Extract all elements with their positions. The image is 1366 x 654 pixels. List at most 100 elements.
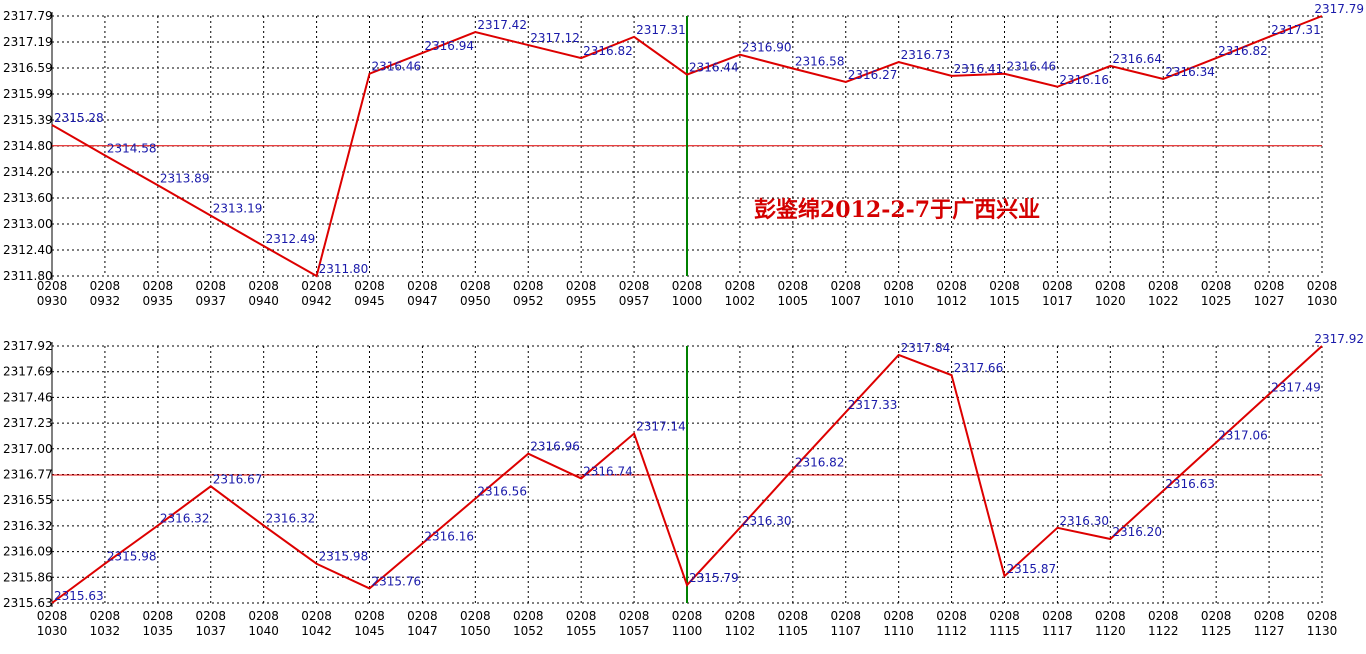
x-tick-date-label: 0208: [936, 609, 967, 623]
data-point-label: 2316.41: [954, 62, 1004, 76]
y-tick-label: 2317.79: [3, 9, 53, 23]
x-tick-date-label: 0208: [619, 279, 650, 293]
data-point-label: 2315.28: [54, 111, 104, 125]
x-tick-time-label: 1042: [301, 624, 332, 638]
x-tick-date-label: 0208: [90, 279, 121, 293]
y-tick-label: 2315.86: [3, 570, 53, 584]
x-tick-time-label: 0950: [460, 294, 491, 308]
x-tick-date-label: 0208: [1148, 279, 1179, 293]
author-watermark: 彭鉴绵2012-2-7于广西兴业: [754, 197, 1040, 223]
data-point-label: 2316.90: [742, 41, 792, 55]
x-tick-time-label: 1012: [936, 294, 967, 308]
data-point-label: 2316.32: [160, 512, 210, 526]
x-tick-time-label: 0937: [195, 294, 226, 308]
y-tick-label: 2311.80: [3, 269, 53, 283]
x-tick-date-label: 0208: [248, 609, 279, 623]
y-tick-label: 2316.77: [3, 468, 53, 482]
x-tick-time-label: 0930: [37, 294, 68, 308]
x-tick-time-label: 1055: [566, 624, 597, 638]
x-tick-date-label: 0208: [566, 279, 597, 293]
data-point-label: 2316.30: [1059, 514, 1109, 528]
y-tick-label: 2314.80: [3, 139, 53, 153]
x-tick-date-label: 0208: [301, 279, 332, 293]
x-tick-time-label: 1045: [354, 624, 385, 638]
data-point-label: 2316.94: [424, 39, 474, 53]
x-tick-date-label: 0208: [37, 609, 68, 623]
x-tick-date-label: 0208: [1042, 609, 1073, 623]
data-point-label: 2317.33: [848, 398, 898, 412]
x-tick-time-label: 0935: [143, 294, 174, 308]
y-tick-label: 2317.19: [3, 35, 53, 49]
x-tick-date-label: 0208: [830, 609, 861, 623]
data-point-label: 2316.67: [213, 472, 263, 486]
x-tick-time-label: 1107: [830, 624, 861, 638]
x-tick-date-label: 0208: [354, 609, 385, 623]
data-point-label: 2317.92: [1314, 332, 1364, 346]
x-tick-date-label: 0208: [672, 279, 703, 293]
x-tick-time-label: 0932: [90, 294, 121, 308]
x-tick-time-label: 1115: [989, 624, 1020, 638]
y-tick-label: 2317.92: [3, 339, 53, 353]
x-tick-time-label: 1057: [619, 624, 650, 638]
x-tick-date-label: 0208: [1254, 609, 1285, 623]
x-tick-date-label: 0208: [778, 279, 809, 293]
x-tick-date-label: 0208: [989, 279, 1020, 293]
x-tick-date-label: 0208: [90, 609, 121, 623]
data-point-label: 2313.89: [160, 171, 210, 185]
data-point-label: 2317.12: [530, 31, 580, 45]
data-point-label: 2316.46: [1007, 60, 1057, 74]
x-tick-time-label: 1130: [1307, 624, 1338, 638]
price-series-line: [51, 345, 1323, 604]
x-tick-date-label: 0208: [883, 279, 914, 293]
x-tick-time-label: 1125: [1201, 624, 1232, 638]
chart-panel-top: 2311.80 2312.40 2313.00 2313.60 2314.20 2314.…: [3, 2, 1364, 308]
x-tick-date-label: 0208: [301, 609, 332, 623]
data-point-label: 2317.49: [1271, 380, 1321, 394]
x-tick-time-label: 1127: [1254, 624, 1285, 638]
y-tick-label: 2312.40: [3, 243, 53, 257]
x-tick-date-label: 0208: [460, 609, 491, 623]
data-point-label: 2317.66: [954, 361, 1004, 375]
x-tick-date-label: 0208: [143, 279, 174, 293]
x-tick-date-label: 0208: [1201, 609, 1232, 623]
x-tick-time-label: 1040: [248, 624, 279, 638]
y-tick-label: 2317.00: [3, 442, 53, 456]
x-tick-date-label: 0208: [37, 279, 68, 293]
data-point-label: 2315.76: [372, 574, 422, 588]
x-tick-time-label: 1007: [830, 294, 861, 308]
x-tick-time-label: 1030: [37, 624, 68, 638]
x-tick-time-label: 1022: [1148, 294, 1179, 308]
data-point-label: 2317.06: [1218, 429, 1268, 443]
x-tick-date-label: 0208: [1148, 609, 1179, 623]
data-point-label: 2316.44: [689, 61, 739, 75]
x-tick-time-label: 1105: [778, 624, 809, 638]
x-tick-time-label: 1017: [1042, 294, 1073, 308]
x-tick-time-label: 0942: [301, 294, 332, 308]
x-tick-date-label: 0208: [1307, 609, 1338, 623]
data-point-label: 2316.96: [530, 440, 580, 454]
data-point-label: 2317.84: [901, 341, 951, 355]
x-tick-time-label: 1035: [143, 624, 174, 638]
x-tick-date-label: 0208: [407, 279, 438, 293]
data-point-label: 2316.82: [583, 44, 633, 58]
data-point-label: 2317.79: [1314, 2, 1364, 16]
x-tick-time-label: 1030: [1307, 294, 1338, 308]
x-tick-time-label: 1032: [90, 624, 121, 638]
y-tick-label: 2316.09: [3, 545, 53, 559]
x-tick-time-label: 1020: [1095, 294, 1126, 308]
x-tick-time-label: 1050: [460, 624, 491, 638]
data-point-label: 2316.16: [1059, 73, 1109, 87]
x-tick-time-label: 1002: [725, 294, 756, 308]
data-point-label: 2315.87: [1007, 562, 1057, 576]
y-tick-label: 2316.55: [3, 493, 53, 507]
x-tick-date-label: 0208: [936, 279, 967, 293]
x-tick-time-label: 0955: [566, 294, 597, 308]
data-point-label: 2316.56: [477, 485, 527, 499]
data-point-label: 2315.98: [107, 550, 157, 564]
x-tick-date-label: 0208: [672, 609, 703, 623]
x-tick-date-label: 0208: [619, 609, 650, 623]
x-tick-date-label: 0208: [725, 279, 756, 293]
x-tick-time-label: 1027: [1254, 294, 1285, 308]
x-tick-time-label: 0957: [619, 294, 650, 308]
data-point-label: 2317.42: [477, 18, 527, 32]
